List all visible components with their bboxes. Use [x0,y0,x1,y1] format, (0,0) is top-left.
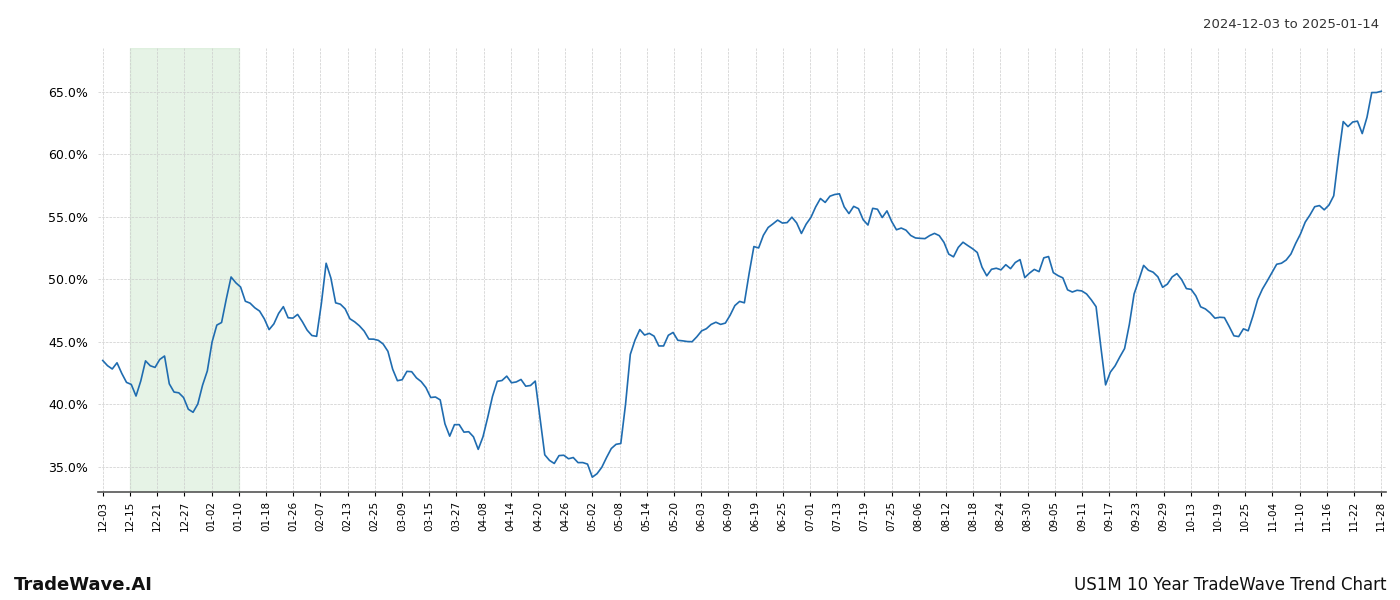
Bar [130,48,239,492]
Text: TradeWave.AI: TradeWave.AI [14,576,153,594]
Text: US1M 10 Year TradeWave Trend Chart: US1M 10 Year TradeWave Trend Chart [1074,576,1386,594]
Text: 2024-12-03 to 2025-01-14: 2024-12-03 to 2025-01-14 [1203,18,1379,31]
